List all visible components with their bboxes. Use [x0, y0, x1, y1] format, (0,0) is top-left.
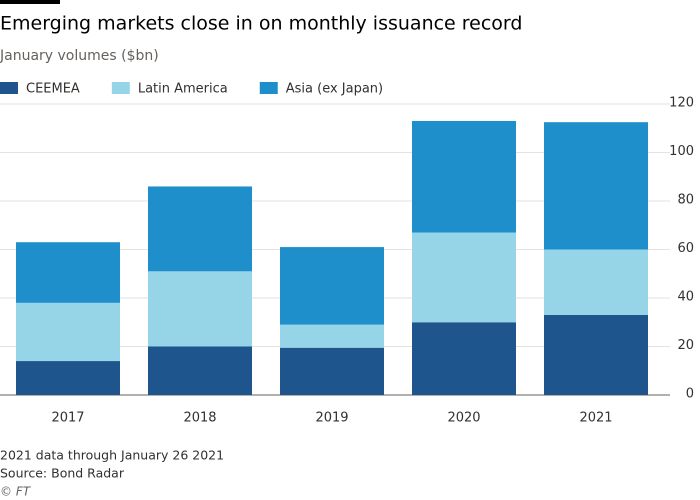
bar-segment [148, 346, 252, 395]
bar-segment [148, 186, 252, 272]
legend-label: CEEMEA [26, 82, 80, 97]
brand-bar [0, 0, 60, 4]
y-tick-label: 40 [677, 290, 694, 305]
chart-subtitle: January volumes ($bn) [0, 48, 159, 64]
x-tick-label: 2017 [51, 411, 84, 426]
bar-segment [412, 120, 516, 233]
legend-swatch [0, 82, 18, 94]
x-tick-label: 2019 [315, 411, 348, 426]
credit: © FT [0, 485, 32, 499]
x-tick-label: 2020 [447, 411, 480, 426]
note: 2021 data through January 26 2021 [0, 448, 224, 463]
legend-swatch [259, 82, 278, 94]
bar-segment [412, 232, 516, 323]
legend-label: Asia (ex Japan) [286, 82, 383, 97]
bar-segment [544, 122, 648, 250]
y-tick-label: 60 [677, 241, 694, 256]
y-tick-label: 0 [686, 387, 694, 402]
y-tick-label: 100 [669, 144, 694, 159]
bar-segment [280, 247, 384, 325]
bar-segment [16, 361, 120, 395]
bar-segment [16, 242, 120, 303]
bar-segment [280, 324, 384, 348]
legend-swatch [111, 82, 130, 94]
bar-segment [412, 322, 516, 395]
y-tick-label: 120 [669, 96, 694, 111]
bar-segment [148, 271, 252, 347]
bar-segment [544, 249, 648, 315]
x-tick-label: 2021 [579, 411, 612, 426]
bar-segment [544, 314, 648, 395]
y-tick-label: 80 [677, 193, 694, 208]
source: Source: Bond Radar [0, 466, 125, 481]
chart-title: Emerging markets close in on monthly iss… [0, 13, 522, 35]
legend-label: Latin America [138, 82, 228, 97]
x-tick-label: 2018 [183, 411, 216, 426]
y-tick-label: 20 [677, 338, 694, 353]
bar-segment [16, 302, 120, 362]
bar-segment [280, 347, 384, 395]
